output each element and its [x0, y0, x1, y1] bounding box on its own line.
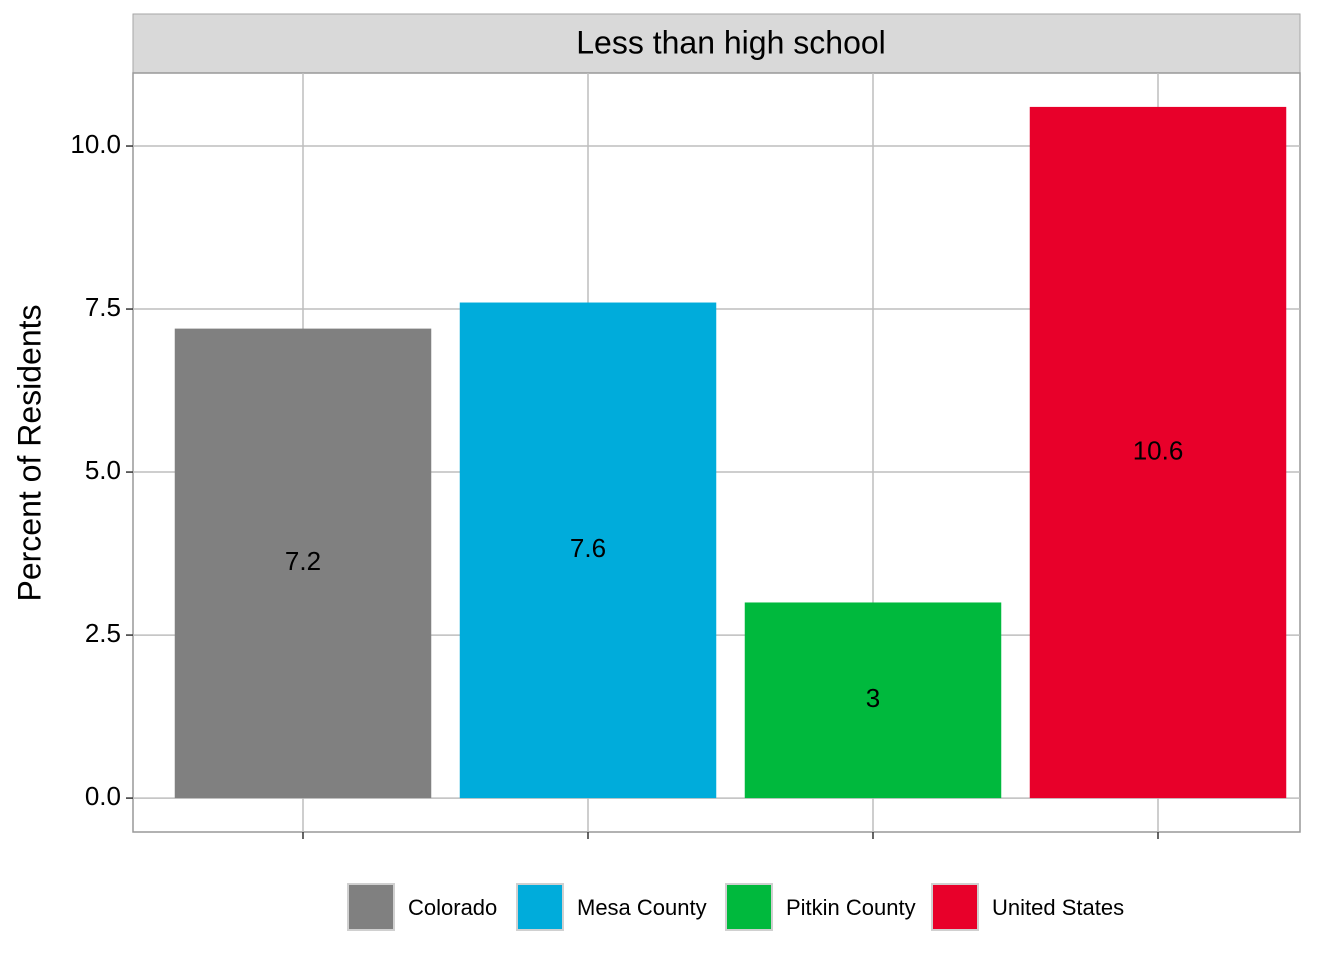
bar	[174, 328, 432, 799]
y-tick-label: 2.5	[85, 618, 121, 648]
legend-key	[725, 883, 773, 931]
strip	[132, 13, 1301, 74]
y-tick-label: 10.0	[70, 129, 121, 159]
y-tick-label: 0.0	[85, 781, 121, 811]
bar	[459, 302, 717, 799]
legend-label: Colorado	[408, 895, 497, 920]
value-label: 7.2	[285, 546, 321, 576]
legend-key	[931, 883, 979, 931]
legend-label: Mesa County	[577, 895, 707, 920]
chart-title: Less than high school	[576, 24, 886, 60]
y-tick-label: 7.5	[85, 292, 121, 322]
legend-key	[347, 883, 395, 931]
value-label: 3	[866, 683, 880, 713]
legend-label: United States	[992, 895, 1124, 920]
legend-key	[516, 883, 564, 931]
y-tick-label: 5.0	[85, 455, 121, 485]
value-label: 7.6	[570, 533, 606, 563]
y-axis-label: Percent of Residents	[11, 304, 47, 601]
bar	[744, 602, 1002, 799]
value-label: 10.6	[1133, 435, 1184, 465]
bar	[1029, 106, 1287, 799]
legend-label: Pitkin County	[786, 895, 916, 920]
